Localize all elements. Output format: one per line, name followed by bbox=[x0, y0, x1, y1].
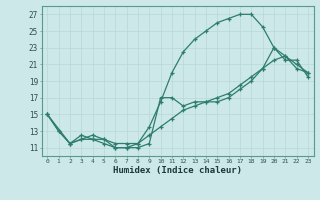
X-axis label: Humidex (Indice chaleur): Humidex (Indice chaleur) bbox=[113, 166, 242, 175]
